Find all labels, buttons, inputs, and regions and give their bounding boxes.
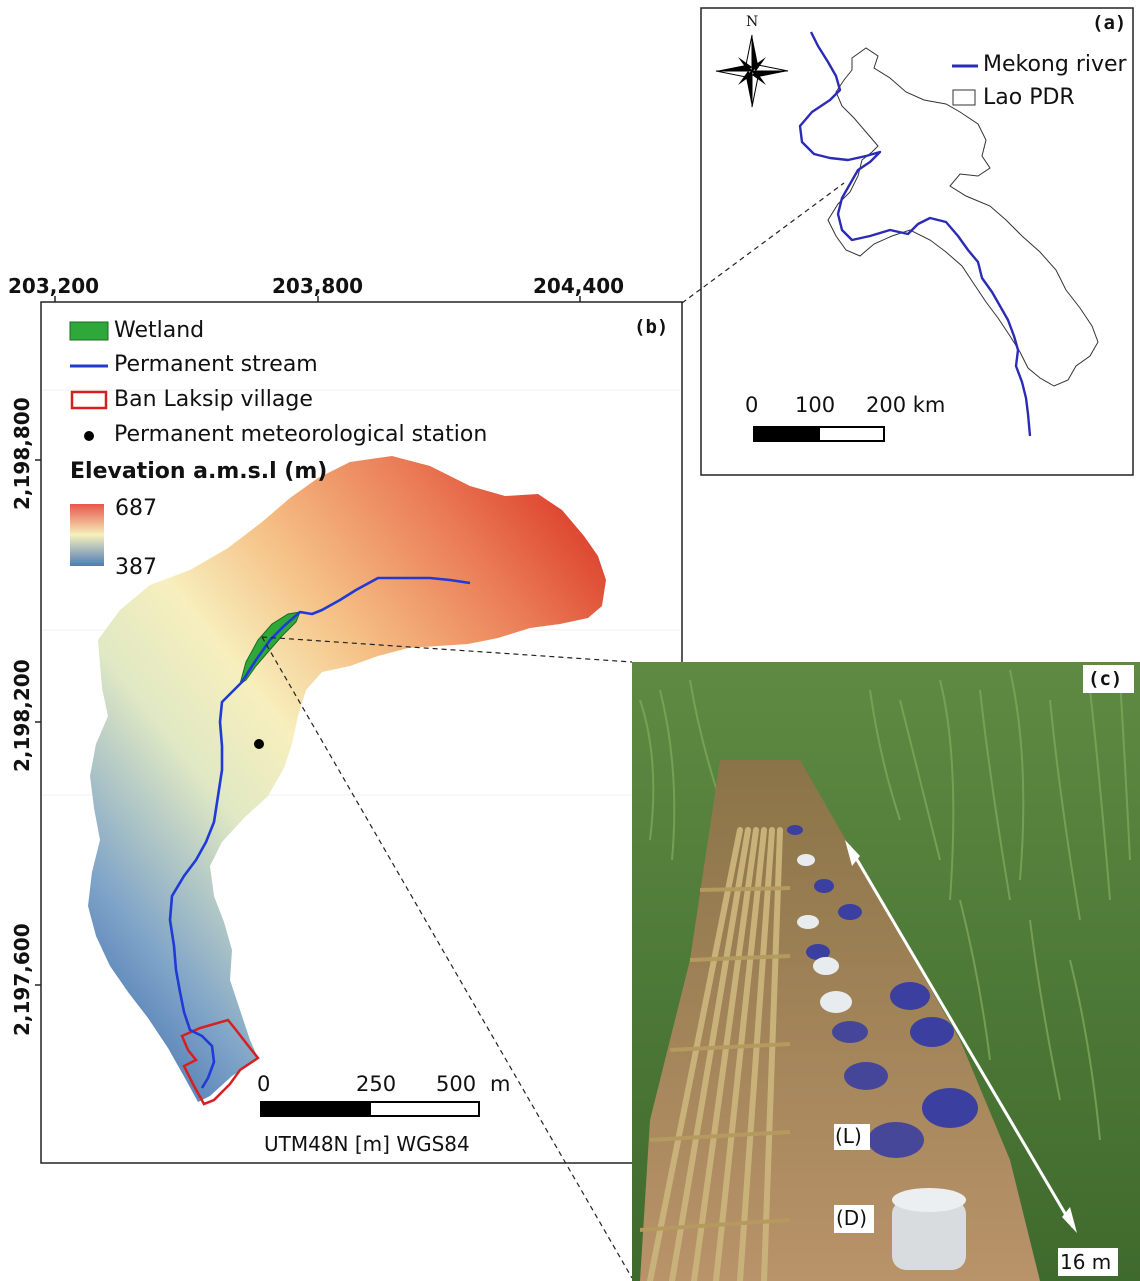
label-D-bg xyxy=(834,1205,874,1233)
label-L: (L) xyxy=(835,1124,862,1148)
legend-mekong-label: Mekong river xyxy=(983,52,1127,77)
bamboo-walkway xyxy=(647,827,783,1281)
scale-b-unit: m xyxy=(490,1072,511,1096)
crs-label: UTM48N [m] WGS84 xyxy=(264,1132,470,1156)
panel-a-scale-bar xyxy=(753,426,885,442)
panel-a-label: (a) xyxy=(1092,12,1127,34)
bamboo-crossbars xyxy=(639,886,791,1232)
lao-pdr-outline xyxy=(827,47,1099,387)
panel-b-map xyxy=(35,296,683,1164)
scale-b-tick-250: 250 xyxy=(356,1072,397,1096)
x-tick-label: 203,200 xyxy=(8,274,100,298)
legend-stream-label: Permanent stream xyxy=(114,352,318,377)
label-L-bg xyxy=(834,1124,870,1150)
scale-b-tick-0: 0 xyxy=(257,1072,271,1096)
catchment-elevation xyxy=(88,456,606,1102)
north-label: N xyxy=(746,14,759,30)
legend-lao-symbol xyxy=(952,89,976,106)
connector-b-c-top xyxy=(261,636,633,663)
panel-b-label: (b) xyxy=(634,316,669,338)
x-tick-label: 204,400 xyxy=(533,274,625,298)
distance-label: 16 m xyxy=(1060,1250,1112,1274)
mekong-river-line xyxy=(798,31,1032,437)
legend-village-label: Ban Laksip village xyxy=(114,387,313,412)
distance-arrow xyxy=(845,840,1077,1233)
elevation-legend-ramp xyxy=(70,504,104,566)
legend-lao-label: Lao PDR xyxy=(983,85,1075,110)
scale-a-tick-200km: 200 km xyxy=(866,393,946,417)
connector-b-c-bottom xyxy=(261,636,633,1279)
panel-c-label-bg xyxy=(1083,665,1134,693)
ban-laksip-village-outline xyxy=(180,1018,260,1106)
panel-c-label: (c) xyxy=(1088,668,1123,690)
elevation-title: Elevation a.m.s.l (m) xyxy=(70,459,328,484)
legend-station-symbol xyxy=(84,431,94,441)
meteorological-station-dot xyxy=(254,739,264,749)
y-tick-label: 2,198,800 xyxy=(10,397,34,510)
connector-a-b xyxy=(681,182,845,304)
permanent-stream-line xyxy=(168,576,471,1089)
x-tick-label: 203,800 xyxy=(272,274,364,298)
panel-a-map xyxy=(700,7,1134,476)
panel-b-scale-bar xyxy=(260,1101,480,1117)
scale-a-tick-100: 100 xyxy=(795,393,836,417)
y-tick-label: 2,197,600 xyxy=(10,923,34,1036)
scale-b-tick-500: 500 xyxy=(436,1072,477,1096)
label-D: (D) xyxy=(836,1206,868,1230)
panel-a-frame xyxy=(700,7,1134,476)
elevation-min: 387 xyxy=(115,555,157,580)
legend-village-symbol xyxy=(70,390,108,410)
legend-wetland-label: Wetland xyxy=(114,318,205,343)
north-arrow-icon xyxy=(715,34,789,108)
grass-foliage xyxy=(639,669,1131,1141)
y-tick-label: 2,198,200 xyxy=(10,659,34,772)
distance-label-bg xyxy=(1058,1248,1118,1276)
scale-a-tick-0: 0 xyxy=(745,393,759,417)
elevation-max: 687 xyxy=(115,496,157,521)
panel-c-photo xyxy=(632,662,1140,1281)
legend-station-label: Permanent meteorological station xyxy=(114,422,488,447)
sampler-row xyxy=(787,825,978,1270)
legend-wetland-symbol xyxy=(69,321,109,341)
